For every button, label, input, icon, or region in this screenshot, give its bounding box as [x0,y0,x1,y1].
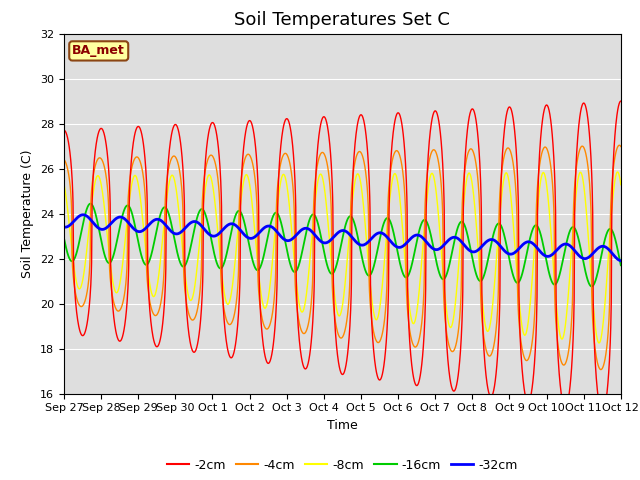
-2cm [60,128,68,133]
-8cm [60,181,68,187]
-4cm [617,144,625,149]
-16cm [617,263,625,268]
-8cm [593,331,600,337]
-2cm [617,98,625,104]
-4cm [616,143,623,148]
-8cm [406,306,413,312]
-8cm [508,200,515,206]
Line: -32cm: -32cm [64,215,621,261]
Line: -2cm: -2cm [64,101,621,413]
-16cm [593,273,601,279]
Text: BA_met: BA_met [72,44,125,58]
-4cm [60,156,68,162]
-32cm [164,225,172,230]
-16cm [588,284,595,289]
-4cm [406,327,413,333]
-4cm [508,152,515,158]
-16cm [212,258,220,264]
-4cm [348,186,356,192]
-32cm [212,233,220,239]
-8cm [164,189,172,195]
-32cm [60,224,68,230]
-4cm [164,171,172,177]
-2cm [348,243,356,249]
-8cm [614,169,621,175]
-4cm [593,354,600,360]
-8cm [595,340,603,346]
-2cm [508,108,515,113]
Line: -16cm: -16cm [64,204,621,287]
X-axis label: Time: Time [327,419,358,432]
Title: Soil Temperatures Set C: Soil Temperatures Set C [234,11,451,29]
-8cm [212,208,220,214]
Legend: -2cm, -4cm, -8cm, -16cm, -32cm: -2cm, -4cm, -8cm, -16cm, -32cm [162,454,523,477]
Line: -8cm: -8cm [64,172,621,343]
-16cm [508,267,516,273]
-32cm [617,258,625,264]
-32cm [593,247,600,252]
-32cm [79,212,87,217]
-32cm [348,234,356,240]
Y-axis label: Soil Temperature (C): Soil Temperature (C) [22,149,35,278]
-32cm [508,251,516,257]
-32cm [406,237,414,242]
-4cm [597,367,605,372]
-8cm [617,182,625,188]
-8cm [348,205,356,211]
-16cm [348,215,356,220]
-16cm [86,201,94,206]
-4cm [212,163,220,168]
-16cm [164,209,172,215]
-2cm [598,410,606,416]
-2cm [212,127,220,133]
-2cm [164,168,172,174]
-16cm [60,235,68,241]
-2cm [593,375,600,381]
-16cm [406,268,414,274]
-2cm [406,338,413,344]
Line: -4cm: -4cm [64,145,621,370]
